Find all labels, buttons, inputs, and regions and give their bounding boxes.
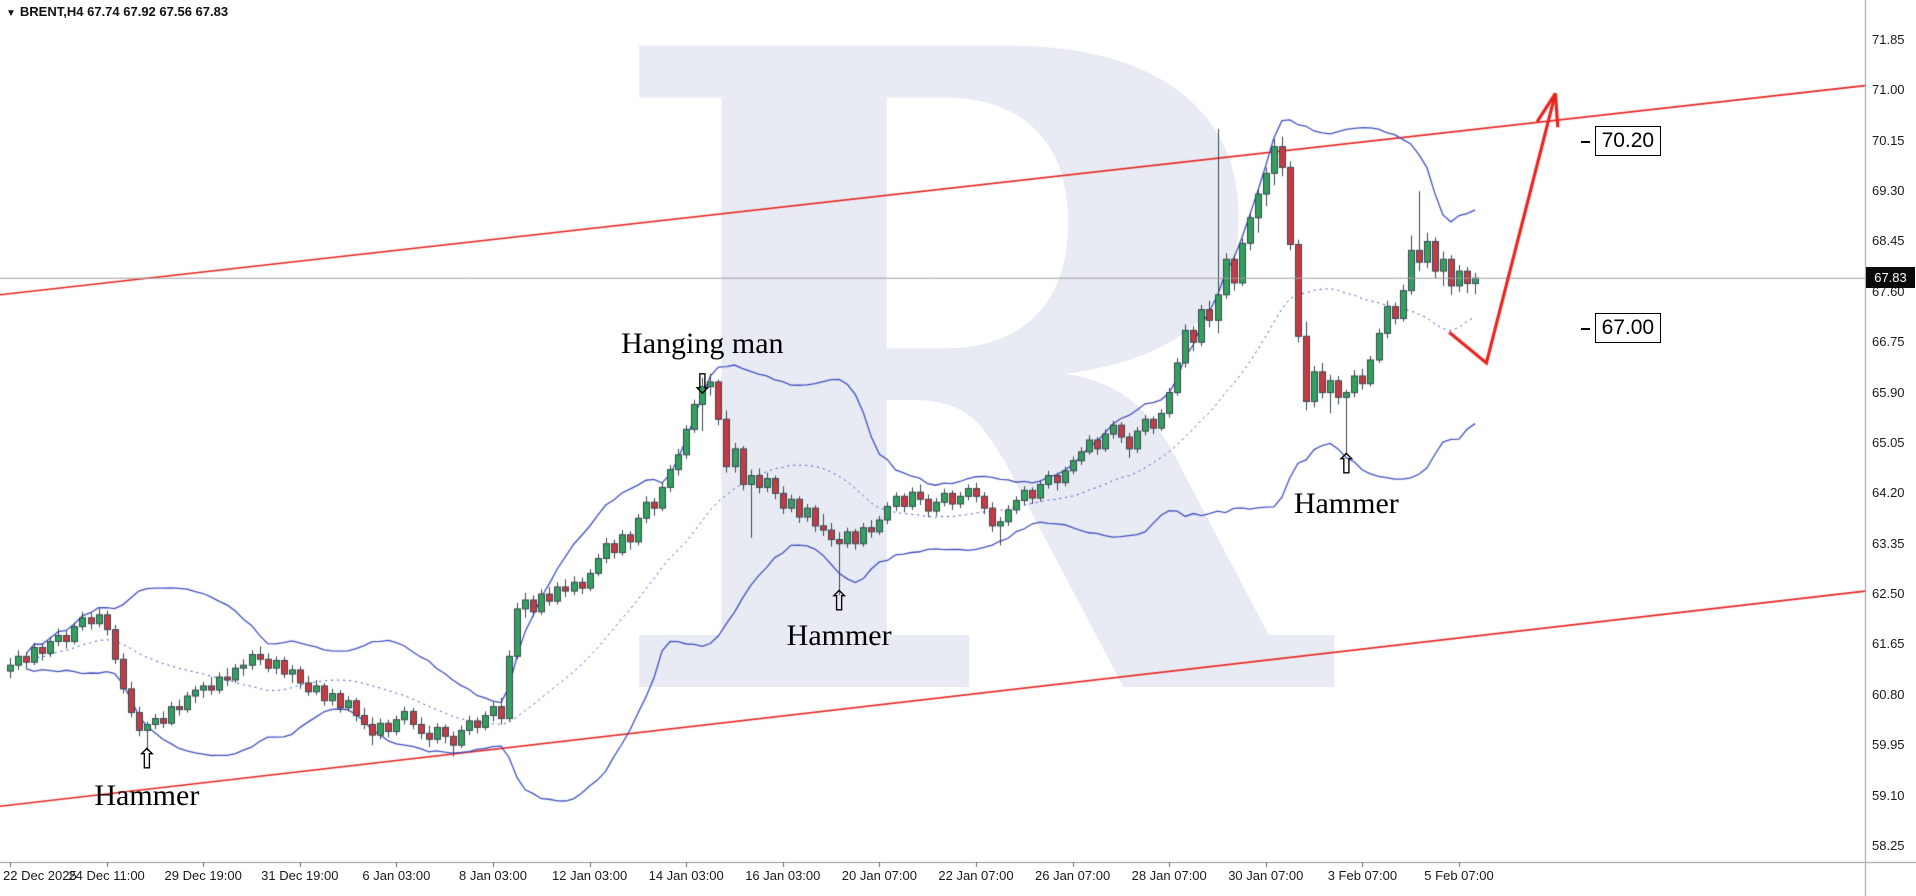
x-axis-label: 16 Jan 03:00 xyxy=(745,868,821,883)
annotation-arrow-icon[interactable]: ⇧ xyxy=(827,584,851,618)
y-axis-label: 65.90 xyxy=(1872,384,1905,400)
price-target-label[interactable]: 67.00 xyxy=(1594,312,1662,343)
annotation-hammer-1[interactable]: Hammer xyxy=(94,778,200,812)
x-axis-label: 6 Jan 03:00 xyxy=(362,868,431,883)
y-axis-label: 68.45 xyxy=(1872,233,1905,249)
x-axis-label: 20 Jan 07:00 xyxy=(841,868,917,883)
symbol-marker-icon[interactable]: ▼ xyxy=(6,8,16,19)
x-axis-label: 22 Jan 07:00 xyxy=(938,868,1014,883)
y-axis-label: 64.20 xyxy=(1872,485,1905,501)
x-axis-label: 5 Feb 07:00 xyxy=(1424,868,1494,883)
annotation-hanging-man[interactable]: Hanging man xyxy=(621,327,784,360)
price-label-tick-icon xyxy=(1580,327,1590,330)
y-axis-label: 62.50 xyxy=(1872,586,1905,602)
x-axis-label: 31 Dec 19:00 xyxy=(261,868,339,883)
y-axis-label: 58.25 xyxy=(1872,837,1905,853)
annotation-hammer-3[interactable]: Hammer xyxy=(1293,487,1399,520)
x-axis-label: 24 Dec 11:00 xyxy=(68,868,145,883)
symbol-name: BRENT,H4 xyxy=(19,4,84,19)
y-axis-label: 63.35 xyxy=(1872,535,1905,551)
annotation-hammer-2[interactable]: Hammer xyxy=(786,618,892,652)
price-label-tick-icon xyxy=(1580,140,1590,143)
x-axis-label: 14 Jan 03:00 xyxy=(648,868,724,883)
y-axis-label: 59.95 xyxy=(1872,737,1905,753)
symbol-header: ▼ BRENT,H4 67.74 67.92 67.56 67.83 xyxy=(6,4,228,19)
annotation-arrow-icon[interactable]: ⇩ xyxy=(690,367,715,401)
y-axis-label: 69.30 xyxy=(1872,183,1905,199)
x-axis-label: 26 Jan 07:00 xyxy=(1035,868,1111,883)
x-axis-label: 28 Jan 07:00 xyxy=(1131,868,1207,883)
y-axis-label: 66.75 xyxy=(1872,334,1905,350)
current-price-tag: 67.83 xyxy=(1866,267,1915,289)
annotation-arrow-icon[interactable]: ⇧ xyxy=(135,742,159,776)
annotation-arrow-icon[interactable]: ⇧ xyxy=(1334,447,1359,481)
x-axis-label: 12 Jan 03:00 xyxy=(552,868,628,883)
x-axis-label: 30 Jan 07:00 xyxy=(1228,868,1304,883)
x-axis-label: 8 Jan 03:00 xyxy=(459,868,527,883)
y-axis-label: 60.80 xyxy=(1872,686,1905,702)
y-axis-label: 65.05 xyxy=(1872,434,1905,450)
price-target-label[interactable]: 70.20 xyxy=(1594,125,1662,156)
x-axis-label: 29 Dec 19:00 xyxy=(164,868,242,883)
y-axis-label: 59.10 xyxy=(1872,787,1905,803)
ohlc-values: 67.74 67.92 67.56 67.83 xyxy=(87,4,229,19)
y-axis-label: 71.85 xyxy=(1872,32,1905,47)
y-axis-label: 61.65 xyxy=(1872,636,1905,652)
x-axis-label: 22 Dec 2025 xyxy=(3,868,77,883)
y-axis-label: 71.00 xyxy=(1872,82,1905,98)
y-axis-label: 70.15 xyxy=(1872,132,1905,148)
x-axis-label: 3 Feb 07:00 xyxy=(1327,868,1398,883)
